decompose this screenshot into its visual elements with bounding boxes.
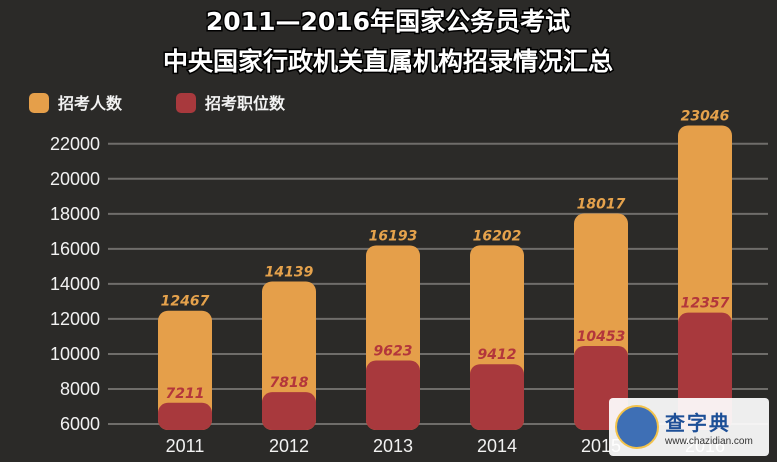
y-tick-label: 22000 <box>50 134 100 154</box>
data-label-positions: 9412 <box>478 347 517 363</box>
bars <box>158 125 732 431</box>
watermark-brand: 查字典 <box>665 411 731 435</box>
watermark-url: www.chazidian.com <box>665 436 753 447</box>
mascot-icon <box>615 405 659 449</box>
y-tick-label: 8000 <box>60 379 100 399</box>
bar-positions <box>158 402 212 430</box>
data-label-applicants: 16202 <box>473 228 522 244</box>
data-label-positions: 12357 <box>681 296 730 312</box>
y-tick-label: 12000 <box>50 309 100 329</box>
data-label-applicants: 23046 <box>681 108 730 124</box>
watermark-logo: 查字典 www.chazidian.com <box>609 398 769 456</box>
data-label-applicants: 14139 <box>265 264 314 280</box>
bar-positions <box>262 392 316 430</box>
bar-positions <box>366 360 420 430</box>
x-tick-label: 2011 <box>166 436 205 456</box>
legend-swatch-positions <box>176 93 196 113</box>
bar-applicants <box>158 310 212 430</box>
y-tick-label: 18000 <box>50 204 100 224</box>
x-tick-label: 2013 <box>373 436 413 456</box>
x-tick-label: 2014 <box>477 436 517 456</box>
data-label-positions: 7211 <box>166 386 205 402</box>
data-label-positions: 10453 <box>577 329 626 345</box>
y-axis: 6000 8000 10000 12000 14000 16000 18000 20000 22… <box>50 134 100 434</box>
y-tick-label: 14000 <box>50 274 100 294</box>
data-label-applicants: 18017 <box>577 197 626 213</box>
y-tick-label: 10000 <box>50 344 100 364</box>
y-tick-label: 16000 <box>50 239 100 259</box>
x-tick-label: 2012 <box>269 436 309 456</box>
chart-title: 2011—2016年国家公务员考试 中央国家行政机关直属机构招录情况汇总 <box>161 6 614 78</box>
data-labels: 12467 7211 14139 7818 16193 9623 16202 9412 1801… <box>161 108 730 401</box>
y-tick-label: 20000 <box>50 169 100 189</box>
chart-title-line-2: 中央国家行政机关直属机构招录情况汇总 <box>163 47 613 76</box>
gridlines <box>108 142 768 425</box>
legend-swatch-applicants <box>29 93 49 113</box>
legend: 招考人数 招考职位数 <box>29 93 286 113</box>
data-label-applicants: 16193 <box>369 228 418 244</box>
bar-positions <box>470 364 524 430</box>
legend-label-applicants: 招考人数 <box>58 94 123 113</box>
data-label-positions: 9623 <box>374 344 413 360</box>
y-tick-label: 6000 <box>60 414 100 434</box>
data-label-applicants: 12467 <box>161 294 210 310</box>
legend-label-positions: 招考职位数 <box>205 94 286 113</box>
chart-title-line-1: 2011—2016年国家公务员考试 <box>206 7 570 36</box>
data-label-positions: 7818 <box>270 375 309 391</box>
